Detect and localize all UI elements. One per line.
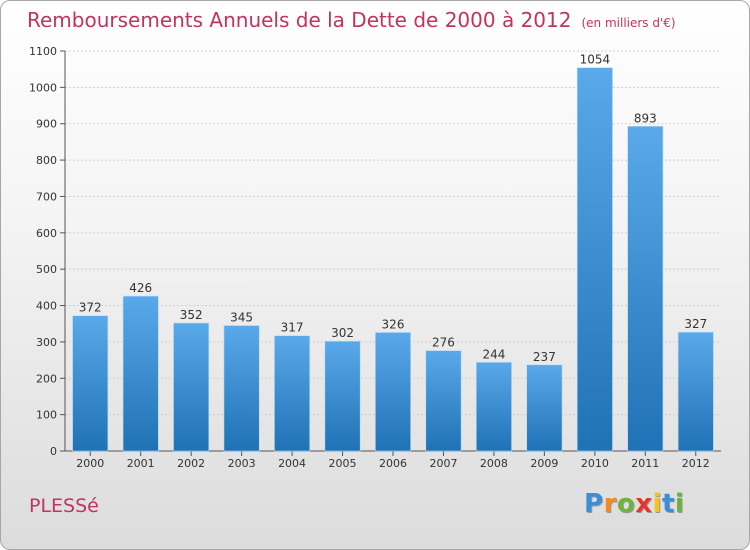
data-label: 372 bbox=[79, 301, 102, 315]
x-tick-label: 2012 bbox=[682, 457, 710, 470]
bar-2011 bbox=[627, 125, 664, 452]
logo-letter: i bbox=[652, 489, 662, 519]
data-label: 244 bbox=[482, 347, 505, 361]
x-tick-label: 2005 bbox=[329, 457, 357, 470]
bar-2002 bbox=[173, 322, 210, 452]
bar-2001 bbox=[122, 295, 159, 452]
data-label: 426 bbox=[129, 281, 152, 295]
logo-letter: r bbox=[603, 489, 617, 519]
y-tick-label: 800 bbox=[36, 154, 57, 167]
y-tick-label: 900 bbox=[36, 118, 57, 131]
data-label: 345 bbox=[230, 311, 253, 325]
bar-2003 bbox=[223, 325, 260, 452]
y-tick-label: 700 bbox=[36, 190, 57, 203]
bar-2010 bbox=[576, 67, 613, 452]
x-tick-label: 2010 bbox=[581, 457, 609, 470]
x-tick-label: 2003 bbox=[228, 457, 256, 470]
bar-2012 bbox=[677, 331, 714, 452]
bar-2000 bbox=[72, 315, 109, 452]
logo-letter: x bbox=[635, 489, 653, 519]
bar-2009 bbox=[526, 364, 563, 452]
bar-2004 bbox=[274, 335, 311, 452]
bar-2005 bbox=[324, 340, 361, 452]
logo-letter: P bbox=[584, 489, 604, 519]
bar-2006 bbox=[375, 332, 411, 452]
x-tick-label: 2001 bbox=[127, 457, 155, 470]
logo-letter: t bbox=[661, 489, 675, 519]
y-tick-label: 1100 bbox=[29, 45, 57, 58]
data-label: 352 bbox=[180, 308, 203, 322]
data-label: 276 bbox=[432, 336, 455, 350]
chart-subtitle: (en milliers d'€) bbox=[581, 16, 676, 30]
data-label: 1054 bbox=[580, 53, 611, 67]
logo-letter: o bbox=[616, 489, 636, 519]
bar-2008 bbox=[475, 361, 512, 452]
x-tick-label: 2002 bbox=[177, 457, 205, 470]
proxiti-logo: Proxiti bbox=[584, 489, 684, 519]
x-tick-label: 2004 bbox=[278, 457, 306, 470]
chart-title-text: Remboursements Annuels de la Dette de 20… bbox=[27, 8, 572, 32]
y-tick-label: 200 bbox=[36, 372, 57, 385]
data-label: 237 bbox=[533, 350, 556, 364]
data-label: 317 bbox=[281, 321, 304, 335]
logo-letter: i bbox=[674, 489, 685, 519]
data-label: 326 bbox=[382, 317, 405, 331]
chart-title: Remboursements Annuels de la Dette de 20… bbox=[27, 8, 676, 32]
y-tick-label: 1000 bbox=[29, 81, 57, 94]
y-tick-label: 300 bbox=[36, 336, 57, 349]
x-tick-label: 2008 bbox=[480, 457, 508, 470]
x-tick-label: 2009 bbox=[530, 457, 558, 470]
data-label: 302 bbox=[331, 326, 354, 340]
bar-2007 bbox=[425, 350, 462, 452]
x-tick-label: 2006 bbox=[379, 457, 407, 470]
y-tick-label: 0 bbox=[50, 445, 57, 458]
x-tick-label: 2007 bbox=[429, 457, 457, 470]
data-label: 327 bbox=[684, 317, 707, 331]
data-label: 893 bbox=[634, 111, 657, 125]
y-tick-label: 100 bbox=[36, 409, 57, 422]
y-tick-label: 400 bbox=[36, 300, 57, 313]
x-tick-label: 2000 bbox=[76, 457, 104, 470]
y-tick-label: 500 bbox=[36, 263, 57, 276]
commune-name: PLESSé bbox=[29, 495, 99, 517]
x-tick-label: 2011 bbox=[631, 457, 659, 470]
y-tick-label: 600 bbox=[36, 227, 57, 240]
